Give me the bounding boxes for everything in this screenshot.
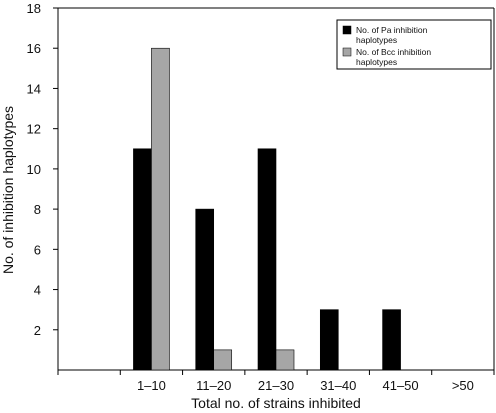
x-tick-label: >50 <box>452 378 474 393</box>
bars <box>133 47 401 371</box>
legend-box <box>336 19 492 70</box>
y-tick-label: 2 <box>34 323 41 338</box>
x-tick-label: 41–50 <box>382 378 418 393</box>
bar-bcc-3 <box>275 349 295 371</box>
x-tick-label: 21–30 <box>258 378 294 393</box>
y-tick-label: 18 <box>27 1 41 16</box>
y-tick-label: 6 <box>34 242 41 257</box>
y-axis-ticks: 2 4 6 8 10 12 14 16 18 <box>27 1 58 338</box>
bar-pa-4 <box>319 309 339 371</box>
y-tick-label: 16 <box>27 41 41 56</box>
x-tick-label: 11–20 <box>196 378 231 393</box>
x-tick-label: 31–40 <box>320 378 356 393</box>
bar-pa-5 <box>382 309 401 371</box>
y-tick-label: 12 <box>27 122 41 137</box>
bar-bcc-2 <box>213 349 233 371</box>
legend-swatch <box>342 25 352 35</box>
legend-label: No. of Pa inhibition haplotypes <box>356 25 428 45</box>
x-axis-title: Total no. of strains inhibited <box>191 395 361 411</box>
legend-label: No. of Bcc inhibition haplotypes <box>356 47 431 67</box>
legend-swatch <box>342 47 352 57</box>
bar-pa-1 <box>133 148 152 371</box>
y-tick-label: 14 <box>27 81 41 96</box>
bar-pa-3 <box>257 148 277 371</box>
y-tick-label: 8 <box>34 202 41 217</box>
y-tick-label: 4 <box>34 283 41 298</box>
bar-bcc-1 <box>151 47 170 371</box>
x-tick-label: 1–10 <box>137 378 166 393</box>
y-axis-title: No. of inhibition haplotypes <box>0 106 16 274</box>
y-tick-label: 10 <box>27 162 41 177</box>
bar-pa-2 <box>195 208 215 371</box>
x-axis-ticks: 1–10 11–20 21–30 31–40 41–50 >50 <box>57 370 495 393</box>
